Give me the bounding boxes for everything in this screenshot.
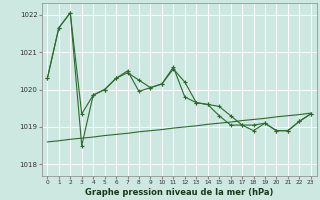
X-axis label: Graphe pression niveau de la mer (hPa): Graphe pression niveau de la mer (hPa) [85,188,273,197]
